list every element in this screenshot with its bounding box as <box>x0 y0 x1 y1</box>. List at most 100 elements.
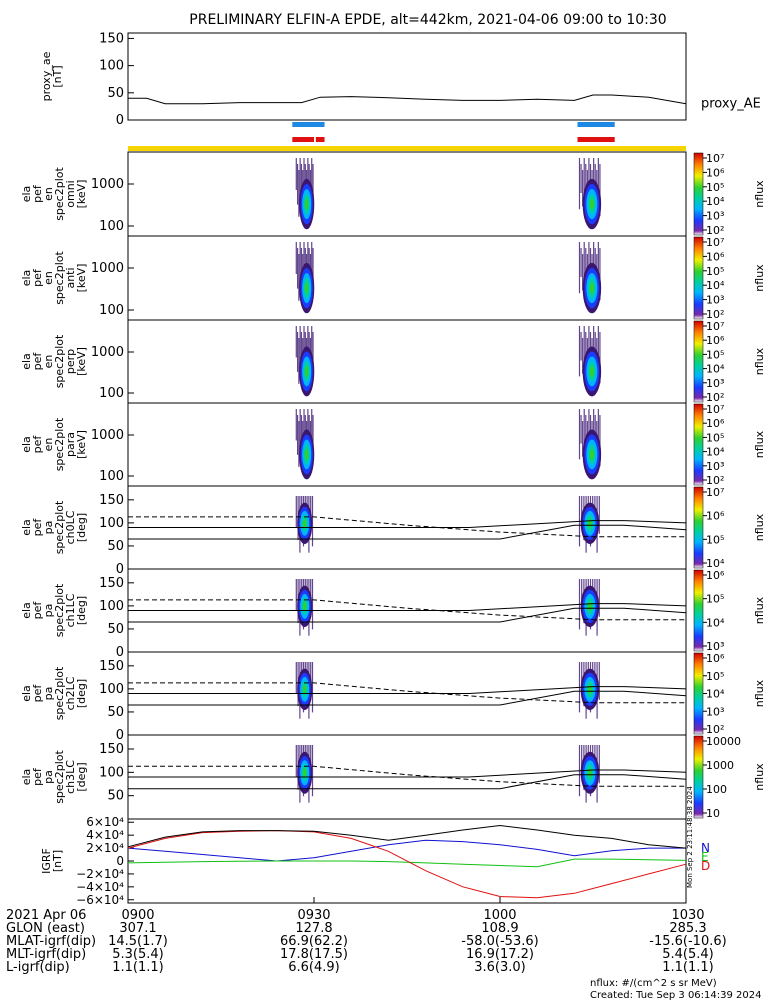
loss-cone-line <box>128 603 687 611</box>
x-axis-row-value: 6.6(4.9) <box>288 960 340 975</box>
spectrum-stripe <box>296 248 299 289</box>
spectrum-stripe <box>298 338 300 384</box>
y-axis-label: [keV] <box>75 264 88 293</box>
spectrum-stripe <box>295 326 297 358</box>
spectrum-stripe <box>583 326 585 383</box>
spectrum-stripe <box>296 164 299 205</box>
y-tick-label: 100 <box>99 219 124 234</box>
spectrum-stripe <box>583 242 585 300</box>
spectrum-stripe <box>593 409 595 447</box>
spectrum-stripe <box>295 242 297 274</box>
y-tick-label: 100 <box>99 59 124 74</box>
flux-blob <box>587 601 592 611</box>
y-axis-label: ela <box>20 270 33 287</box>
y-axis-label: ela <box>20 186 33 203</box>
flux-blob <box>589 448 594 460</box>
y-tick-label: 100 <box>99 765 124 780</box>
y-axis-label: en <box>42 271 55 285</box>
colorbar-tick-label: 10⁴ <box>706 279 725 292</box>
y-tick-label: 50 <box>107 789 124 804</box>
flux-blob <box>303 768 307 778</box>
y-tick-label: 50 <box>107 539 124 554</box>
y-tick-label: −6×10⁴ <box>76 893 124 907</box>
x-axis-row-value: 66.9(62.2) <box>280 934 348 949</box>
y-axis-label: para <box>64 432 77 457</box>
y-axis-label: en <box>42 355 55 369</box>
y-axis-label: spec2plot <box>53 417 66 471</box>
y-axis-label: spec2plot <box>53 583 66 637</box>
colorbar-tick-label: 10² <box>706 308 724 321</box>
y-tick-label: 0 <box>116 113 124 128</box>
y-axis-label: en <box>42 187 55 201</box>
flux-blob <box>587 768 592 778</box>
flux-blob <box>587 684 592 694</box>
colorbar-tick-label: 10³ <box>706 705 724 718</box>
loss-cone-line <box>128 690 687 706</box>
colorbar-label: nflux <box>753 180 766 208</box>
spectrum-stripe <box>578 409 581 460</box>
coverage-bar-red <box>315 137 325 142</box>
y-axis-label: ela <box>20 519 33 536</box>
units-note: nflux: #/(cm^2 s sr MeV) <box>590 978 717 989</box>
colorbar <box>693 236 704 320</box>
flux-blob <box>305 448 309 460</box>
x-axis-row-value: 1.1(1.1) <box>112 960 164 975</box>
spectrum-stripe <box>585 248 587 283</box>
spectrum-stripe <box>598 662 600 700</box>
x-axis-row-value: 285.3 <box>669 921 706 936</box>
colorbar-tick-label: 10⁴ <box>706 195 725 208</box>
spectrum-stripe <box>312 415 314 450</box>
igrf-line-E <box>127 858 687 868</box>
spectrum-stripe <box>581 662 583 694</box>
y-axis-label: pef <box>31 352 44 371</box>
spectrum-stripe <box>311 579 314 630</box>
x-axis-row-value: 17.8(17.5) <box>280 947 348 962</box>
colorbar-tick-label: 10⁶ <box>706 334 725 347</box>
spectrum-stripe <box>308 164 310 193</box>
panel-frame <box>127 151 687 237</box>
y-axis-label: pef <box>31 435 44 454</box>
y-axis-label: [deg] <box>75 679 88 708</box>
spectrum-stripe <box>599 332 601 384</box>
legend-N: N <box>701 841 710 855</box>
colorbar-tick-label: 10⁴ <box>706 688 725 701</box>
y-tick-label: 1000 <box>91 177 124 192</box>
colorbar-tick-label: 10⁵ <box>706 181 724 194</box>
colorbar-tick-label: 10⁴ <box>706 616 725 629</box>
y-axis-label: [keV] <box>75 347 88 376</box>
colorbar-tick-label: 10⁴ <box>706 363 725 376</box>
y-axis-label: [nT] <box>51 65 64 87</box>
colorbar-label: nflux <box>753 264 766 292</box>
x-axis-row-value: 3.6(3.0) <box>474 960 526 975</box>
y-axis-label: pef <box>31 184 44 203</box>
spectrum-stripe <box>311 745 314 797</box>
spectrum-stripe <box>599 164 601 217</box>
colorbar-tick-label: 10 <box>706 807 720 820</box>
spectrum-stripe <box>296 332 299 372</box>
loss-cone-dashed-line <box>128 516 686 538</box>
colorbar-label: nflux <box>753 430 766 458</box>
spectrum-stripe <box>588 326 590 358</box>
y-axis-label: ch1LC <box>64 593 77 627</box>
colorbar-label: nflux <box>753 763 766 791</box>
colorbar-tick-label: 10² <box>706 224 724 237</box>
y-axis-label: [deg] <box>75 513 88 542</box>
y-axis-label: pef <box>31 684 44 703</box>
y-tick-label: 0 <box>116 562 124 577</box>
flux-blob <box>303 601 307 611</box>
colorbar-tick-label: 10⁵ <box>706 265 724 278</box>
y-tick-label: 100 <box>99 516 124 531</box>
spectrum-stripe <box>308 332 310 361</box>
coverage-bar-yellow <box>128 146 686 151</box>
x-axis-row-value: 1000 <box>483 908 516 923</box>
spectrum-stripe <box>597 158 599 203</box>
y-tick-label: 0 <box>116 645 124 660</box>
y-axis-label: ela <box>20 769 33 786</box>
x-axis-row-value: 5.3(5.4) <box>112 947 164 962</box>
spectrum-stripe <box>588 158 590 190</box>
coverage-bar-red <box>292 137 314 142</box>
y-tick-label: 100 <box>99 469 124 484</box>
